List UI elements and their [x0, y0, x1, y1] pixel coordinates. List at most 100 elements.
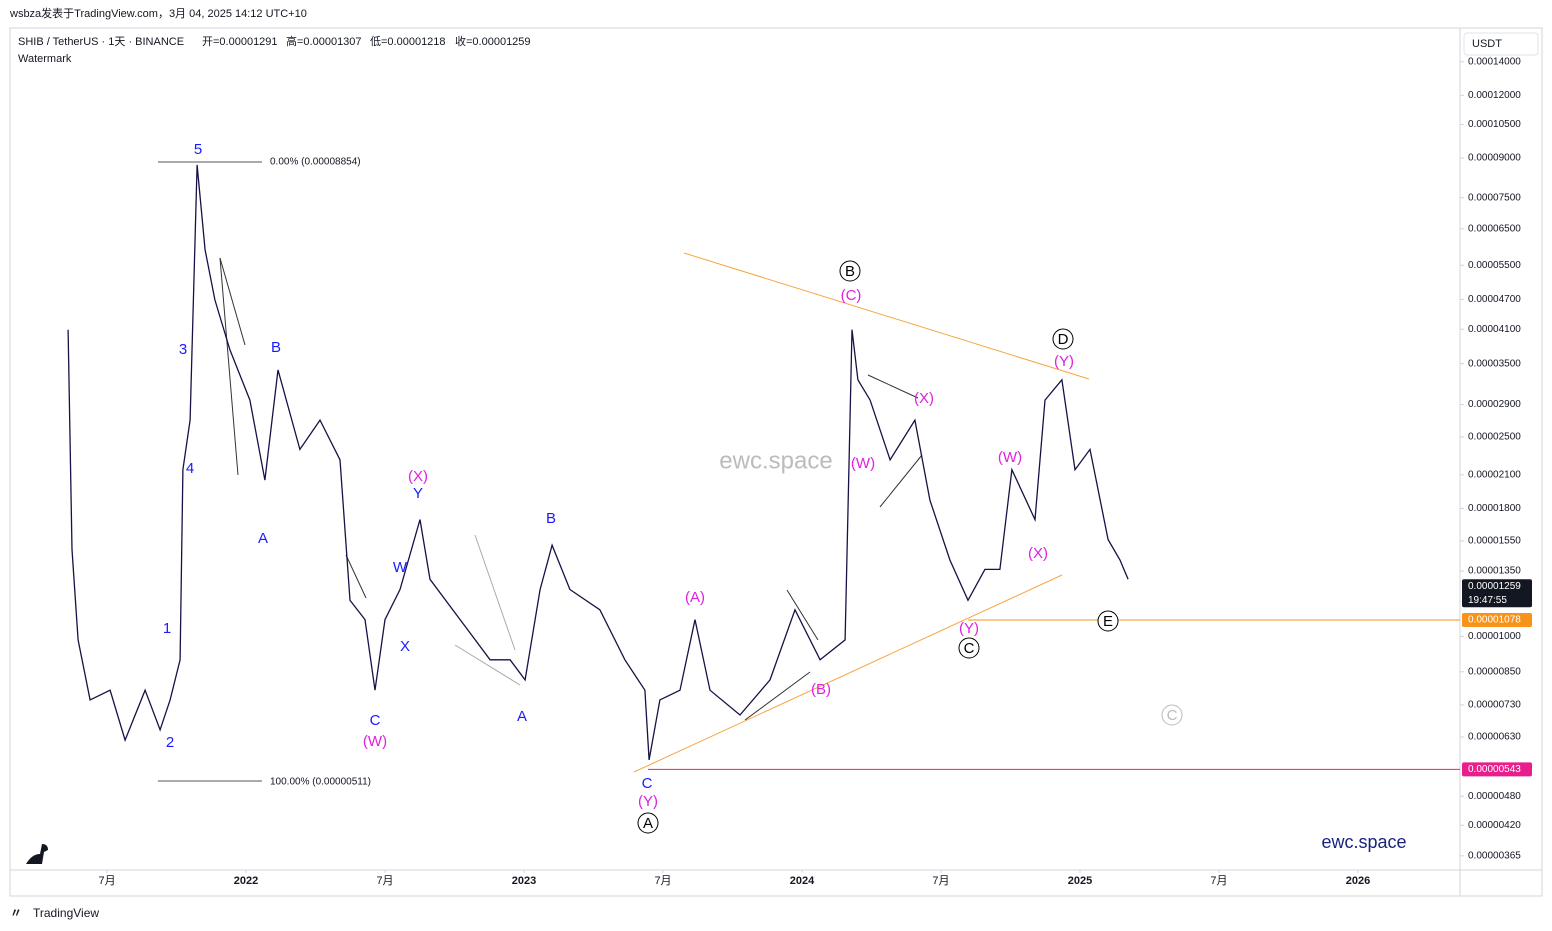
wave-label: B	[546, 510, 556, 527]
high: 高=0.00001307	[286, 34, 362, 48]
wave-label: (X)	[408, 468, 428, 485]
y-tick-label: 0.00004100	[1468, 324, 1521, 335]
trendline	[786, 589, 819, 641]
wave-label: X	[400, 638, 410, 655]
x-tick-label: 2023	[512, 875, 536, 887]
currency-button[interactable]	[1463, 32, 1539, 56]
trendline	[633, 574, 1063, 773]
wave-label: C	[642, 775, 653, 792]
y-tick-label: 0.00002500	[1468, 432, 1521, 443]
wave-label: (A)	[685, 589, 705, 606]
y-tick-label: 0.00001800	[1468, 503, 1521, 514]
watermark: ewc.space	[1321, 832, 1406, 852]
wave-label: (B)	[811, 681, 831, 698]
wave-label: (Y)	[1054, 353, 1074, 370]
low: 低=0.00001218	[370, 35, 446, 48]
wave-circle	[1052, 328, 1074, 350]
trendline	[474, 534, 516, 651]
wave-label: 2	[166, 734, 174, 751]
y-tick-label: 0.00000730	[1468, 700, 1521, 711]
y-tick-label: 0.00007500	[1468, 192, 1521, 203]
y-tick-label: 0.00014000	[1468, 56, 1521, 67]
wave-label: A	[258, 530, 268, 547]
y-tick-label: 0.00000480	[1468, 791, 1521, 802]
wave-circle	[839, 260, 861, 282]
wave-circle	[1161, 704, 1183, 726]
trendline	[879, 454, 923, 508]
wave-label: (C)	[841, 287, 862, 304]
x-tick-label: 7月	[654, 875, 671, 887]
price-line	[67, 164, 1129, 761]
price-tag	[1462, 613, 1532, 628]
wave-label: E	[1103, 613, 1113, 630]
wave-label: B	[271, 339, 281, 356]
wave-label: 1	[163, 620, 171, 637]
trendline	[219, 257, 246, 346]
y-tick-label: 0.00001550	[1468, 536, 1521, 547]
wave-circle	[958, 637, 980, 659]
y-tick-label: 0.00006500	[1468, 223, 1521, 234]
x-tick-label: 2022	[234, 875, 258, 887]
wave-label: 3	[179, 341, 187, 358]
x-tick-label: 2026	[1346, 875, 1370, 887]
open: 开=0.00001291	[202, 36, 278, 48]
wave-label: Y	[413, 485, 423, 502]
y-tick-label: 0.00012000	[1468, 90, 1521, 101]
wave-label: (X)	[1028, 545, 1048, 562]
x-tick-label: 7月	[98, 875, 115, 887]
y-tick-label: 0.00000850	[1468, 666, 1521, 677]
wave-label: A	[643, 815, 653, 832]
wave-label: (Y)	[959, 620, 979, 637]
price-tag	[1462, 762, 1532, 777]
price-tag	[1462, 579, 1532, 608]
wave-label: (X)	[914, 390, 934, 407]
wave-label: W	[393, 559, 408, 576]
x-tick-label: 7月	[932, 875, 949, 887]
wave-label: (W)	[998, 449, 1022, 466]
x-tick-label: 2025	[1068, 875, 1092, 887]
watermark: ewc.space	[719, 447, 832, 474]
y-tick-label: 0.00005500	[1468, 260, 1521, 271]
x-tick-label: 7月	[1210, 875, 1227, 887]
footer-logo: 〃	[10, 906, 22, 920]
symbol: SHIB / TetherUS · 1天 · BINANCE	[18, 36, 184, 48]
wave-label: C	[370, 712, 381, 729]
close: 收=0.00001259	[455, 34, 531, 48]
y-tick-label: 0.00002100	[1468, 469, 1521, 480]
fib-label: 100.00% (0.00000511)	[270, 777, 371, 788]
y-tick-label: 0.00000365	[1468, 850, 1521, 861]
trendline	[867, 374, 919, 399]
price-tag-label: 0.00000543	[1468, 764, 1521, 775]
trendline	[454, 644, 521, 686]
y-tick-label: 0.00001000	[1468, 631, 1521, 642]
trendline	[683, 252, 1090, 380]
watermark-label: Watermark	[18, 53, 72, 65]
wave-label: C	[964, 640, 975, 657]
price-tag-sub: 19:47:55	[1468, 595, 1507, 606]
trendline	[345, 554, 367, 599]
y-tick-label: 0.00000420	[1468, 820, 1521, 831]
wave-label: 5	[194, 141, 202, 158]
y-tick-label: 0.00000630	[1468, 732, 1521, 743]
y-tick-label: 0.00010500	[1468, 119, 1521, 130]
currency[interactable]: USDT	[1472, 38, 1502, 50]
trendline	[219, 257, 239, 476]
logo-icon	[26, 844, 48, 864]
x-tick-label: 7月	[376, 875, 393, 887]
y-tick-label: 0.00004700	[1468, 294, 1521, 305]
wave-label: A	[517, 708, 527, 725]
wave-label: 4	[186, 460, 194, 477]
wave-label: (Y)	[638, 793, 658, 810]
trendline	[744, 671, 811, 721]
publisher: wsbza发表于TradingView.com，3月 04, 2025 14:1…	[9, 6, 307, 20]
wave-label: B	[845, 263, 855, 280]
frame	[9, 27, 1543, 897]
price-tag-label: 0.00001078	[1468, 615, 1521, 626]
wave-label: D	[1058, 331, 1069, 348]
drawings	[158, 161, 1090, 782]
price-tag-label: 0.00001259	[1468, 581, 1521, 592]
y-tick-label: 0.00002900	[1468, 399, 1521, 410]
wave-circle	[1097, 610, 1119, 632]
wave-circle	[637, 812, 659, 834]
